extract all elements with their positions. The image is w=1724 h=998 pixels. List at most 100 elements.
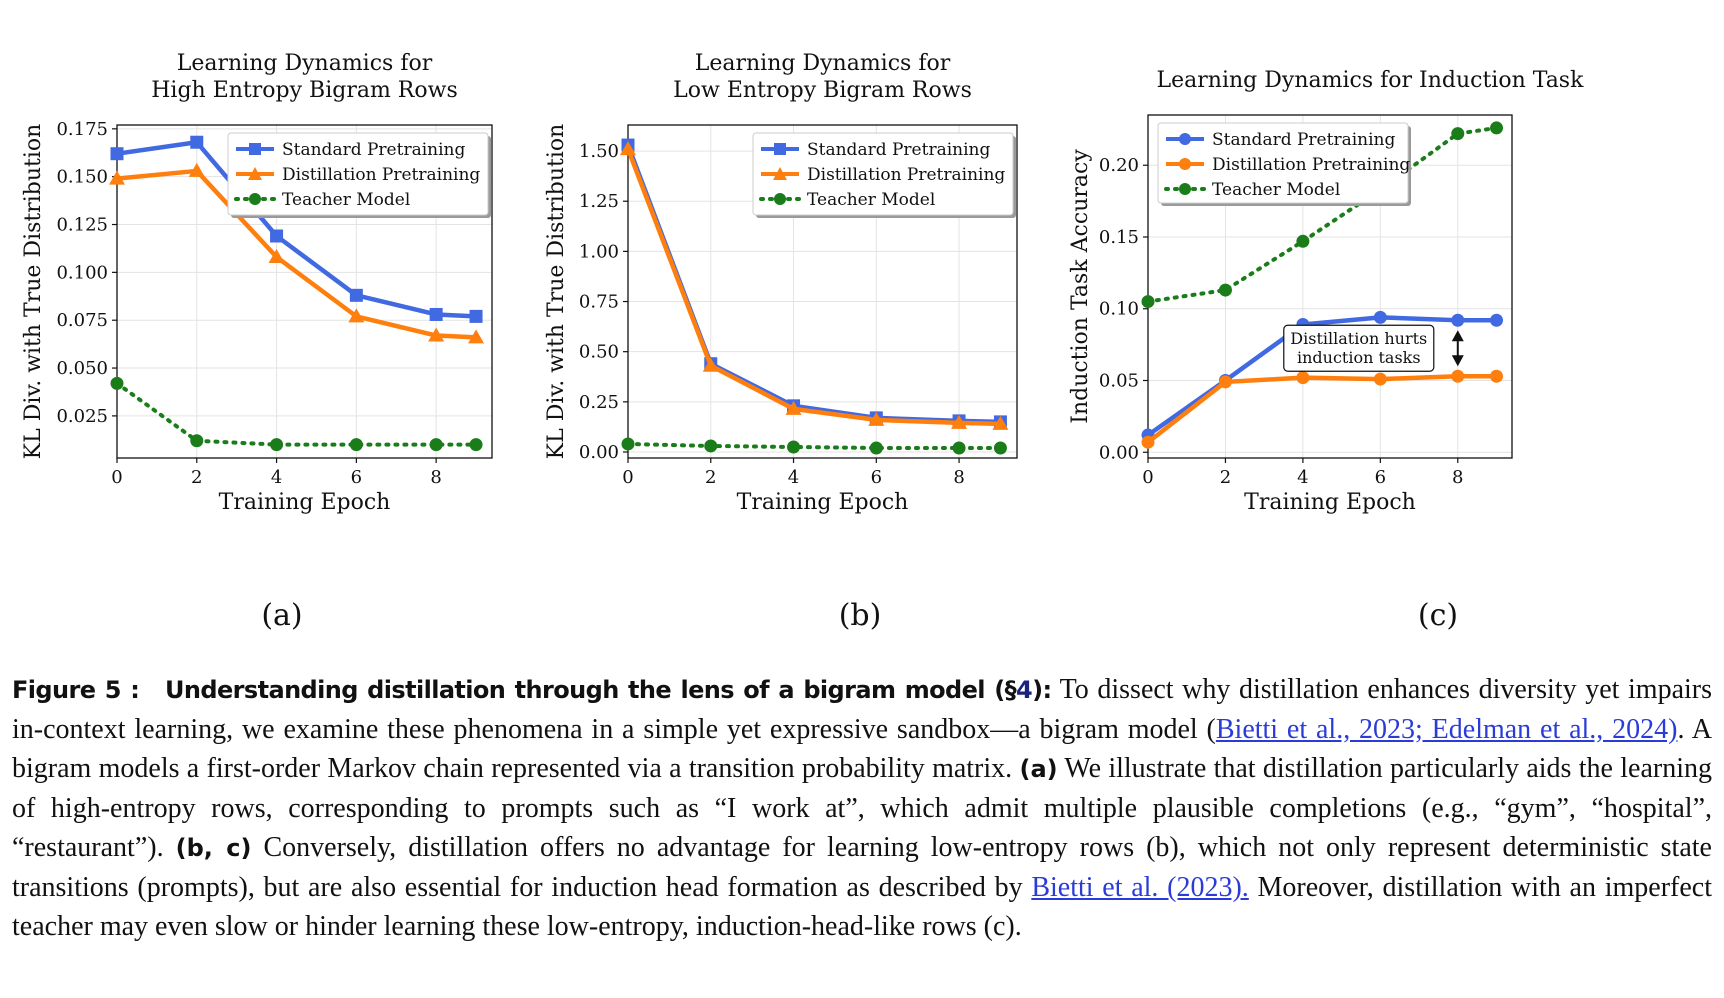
legend-box [1157, 122, 1409, 204]
data-point-teacher-model [621, 437, 635, 451]
data-point-standard-pretraining [270, 229, 284, 243]
data-point-distillation-pretraining [992, 415, 1009, 430]
data-point-teacher-model [1490, 121, 1504, 135]
x-tick-label: 8 [430, 467, 441, 488]
x-axis-label: Training Epoch [737, 490, 909, 515]
caption-text-1: To dissect why distillation enhances div… [12, 674, 1712, 745]
legend-label: Distillation Pretraining [1212, 155, 1410, 175]
data-point-teacher-model [1451, 127, 1465, 141]
chart-title: Learning Dynamics for [695, 51, 951, 76]
data-point-distillation-pretraining [702, 357, 719, 372]
chart-high-entropy: 0 2 4 6 8 0.025 0.050 0.075 0.100 0.125 0.150 0.175… [21, 51, 493, 515]
legend-marker [249, 143, 261, 155]
legend-marker [1179, 133, 1191, 145]
data-point-teacher-model [704, 439, 718, 453]
data-point-distillation-pretraining [1451, 369, 1465, 383]
chart-title: Low Entropy Bigram Rows [673, 78, 972, 103]
data-point-teacher-model [110, 376, 124, 390]
y-tick-label: 0.15 [1099, 227, 1139, 248]
data-point-distillation-pretraining [109, 170, 125, 185]
caption-text-4: Conversely, distillation offers no advan… [12, 832, 1712, 903]
data-point-standard-pretraining [1490, 313, 1504, 327]
legend-label: Teacher Model [282, 190, 410, 210]
legend-marker [1179, 158, 1191, 170]
y-tick-label: 1.25 [579, 191, 619, 212]
series-line-distillation-pretraining [116, 168, 477, 340]
annotation-box [1283, 324, 1435, 372]
plot-frame [1147, 114, 1513, 459]
y-tick-label: 0.50 [579, 342, 619, 363]
data-point-teacher-model [1218, 283, 1232, 297]
data-point-teacher-model [869, 441, 883, 455]
series-line-teacher-model [626, 441, 1003, 450]
caption-title: Understanding distillation through the l… [165, 676, 1017, 704]
data-point-teacher-model [349, 438, 363, 452]
y-tick-label: 1.00 [579, 241, 619, 262]
legend-marker [1179, 183, 1191, 195]
y-axis-label: KL Div. with True Distribution [21, 124, 46, 460]
caption-tag-bc: (b, c) [175, 834, 252, 862]
data-point-standard-pretraining [190, 135, 204, 149]
legend-box [752, 132, 1014, 216]
data-point-distillation-pretraining [1490, 369, 1504, 383]
caption-text-5: Moreover, distillation with an imperfect… [12, 872, 1712, 942]
x-axis-label: Training Epoch [1244, 490, 1416, 515]
legend-marker [249, 193, 261, 205]
y-tick-label: 0.75 [579, 292, 619, 313]
caption-text-2: . A bigram models a first-order Markov c… [12, 714, 1713, 784]
data-point-distillation-pretraining [1218, 375, 1232, 389]
subplot-label-c: (c) [1417, 598, 1459, 633]
y-tick-label: 0.025 [56, 406, 108, 427]
caption-section-ref[interactable]: 4 [1016, 676, 1033, 704]
chart-low-entropy: 0 2 4 6 8 0.00 0.25 0.50 0.75 1.00 1.25 1.50 Learnin… [544, 51, 1018, 515]
annotation-arrowhead-up [1451, 330, 1464, 342]
legend-label: Standard Pretraining [282, 140, 465, 160]
data-point-distillation-pretraining [785, 400, 802, 415]
data-point-standard-pretraining [1451, 313, 1465, 327]
legend-label: Teacher Model [1212, 180, 1340, 200]
x-tick-label: 0 [622, 467, 633, 488]
data-point-teacher-model [952, 441, 966, 455]
plot-frame [627, 124, 1018, 459]
caption-tag-a: (a) [1019, 755, 1058, 783]
data-point-teacher-model [1141, 295, 1155, 309]
y-tick-label: 0.100 [56, 262, 108, 283]
x-tick-label: 8 [1452, 467, 1463, 488]
x-tick-label: 4 [1297, 467, 1308, 488]
data-point-standard-pretraining [429, 307, 443, 321]
x-tick-label: 6 [351, 467, 362, 488]
y-tick-label: 0.150 [56, 167, 108, 188]
y-axis-label: KL Div. with True Distribution [544, 124, 569, 460]
data-point-teacher-model [190, 434, 204, 448]
annotation-text: Distillation hurts [1290, 329, 1427, 348]
y-tick-label: 0.20 [1099, 155, 1139, 176]
data-point-distillation-pretraining [1373, 372, 1387, 386]
y-tick-label: 0.00 [579, 442, 619, 463]
y-tick-label: 0.05 [1099, 371, 1139, 392]
x-tick-label: 2 [705, 467, 716, 488]
x-tick-label: 2 [1220, 467, 1231, 488]
y-tick-label: 0.125 [56, 215, 108, 236]
data-point-distillation-pretraining [468, 329, 485, 344]
annotation-text: induction tasks [1297, 348, 1421, 367]
legend-label: Teacher Model [807, 190, 935, 210]
data-point-teacher-model [429, 438, 443, 452]
data-point-standard-pretraining [469, 309, 483, 323]
citation-link-bietti[interactable]: Bietti et al. (2023). [1031, 872, 1249, 903]
series-line-distillation-pretraining [625, 148, 1001, 427]
x-tick-label: 6 [871, 467, 882, 488]
citation-link-bietti-edelman[interactable]: Bietti et al., 2023; Edelman et al., 202… [1215, 714, 1678, 745]
x-tick-label: 4 [788, 467, 799, 488]
chart-title: Learning Dynamics for [177, 51, 433, 76]
y-axis-label: Induction Task Accuracy [1068, 149, 1093, 424]
caption-text-3: We illustrate that distillation particul… [12, 753, 1712, 863]
caption-title-end: ): [1032, 676, 1052, 704]
series-line-distillation-pretraining [1146, 373, 1497, 444]
legend-marker [774, 143, 786, 155]
x-tick-label: 6 [1375, 467, 1386, 488]
plot-frame [116, 124, 493, 459]
annotation-arrowhead-down [1451, 355, 1464, 367]
x-tick-label: 2 [191, 467, 202, 488]
legend-label: Distillation Pretraining [807, 165, 1005, 185]
